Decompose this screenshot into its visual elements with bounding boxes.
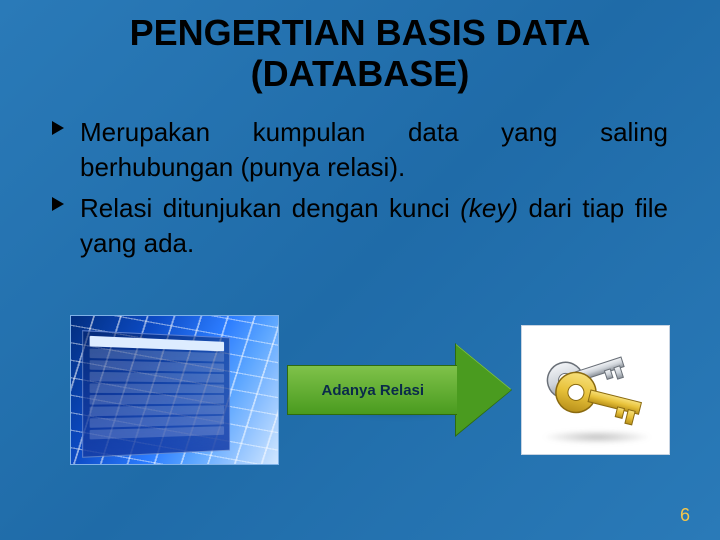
bullet-text-italic: (key) (460, 193, 518, 223)
db-panel (82, 330, 230, 458)
arrow-head (456, 345, 511, 435)
slide-title: PENGERTIAN BASIS DATA (DATABASE) (40, 12, 680, 95)
bullet-item-1: Merupakan kumpulan data yang saling berh… (52, 115, 668, 185)
arrow-label: Adanya Relasi (322, 382, 425, 399)
keys-icon (535, 338, 655, 443)
arrow-body: Adanya Relasi (287, 365, 457, 415)
graphics-row: Adanya Relasi (70, 300, 670, 480)
bullet-item-2: Relasi ditunjukan dengan kunci (key) dar… (52, 191, 668, 261)
chevron-icon (52, 121, 64, 135)
bullet-text: Merupakan kumpulan data yang saling berh… (80, 117, 668, 182)
key-shadow (542, 430, 652, 444)
bullet-list: Merupakan kumpulan data yang saling berh… (40, 115, 680, 261)
page-number: 6 (680, 505, 690, 526)
bullet-text-pre: Relasi ditunjukan dengan kunci (80, 193, 460, 223)
title-line-1: PENGERTIAN BASIS DATA (130, 12, 591, 53)
slide: PENGERTIAN BASIS DATA (DATABASE) Merupak… (0, 0, 720, 540)
chevron-icon (52, 197, 64, 211)
title-line-2: (DATABASE) (251, 53, 470, 94)
relation-arrow: Adanya Relasi (287, 345, 516, 435)
database-table-image (70, 315, 279, 465)
keys-image (521, 325, 671, 455)
